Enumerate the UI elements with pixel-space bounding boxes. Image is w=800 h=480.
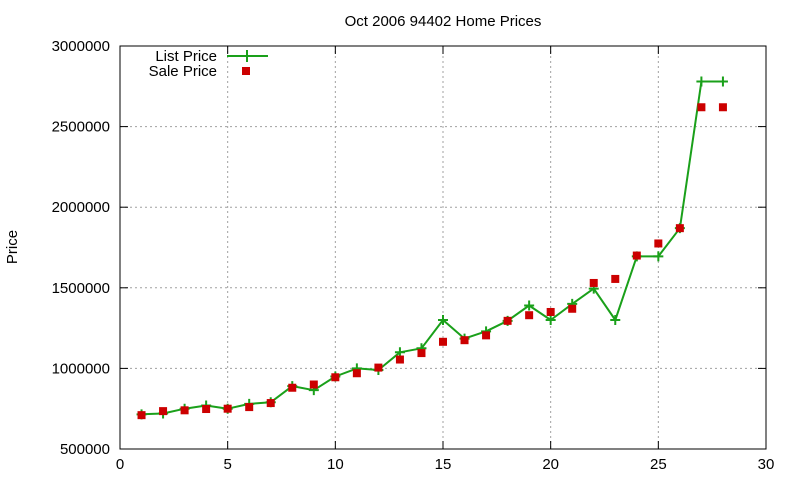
list-price-point — [524, 300, 535, 311]
sale-price-point — [266, 399, 275, 408]
x-tick-label: 30 — [758, 456, 775, 473]
sale-price-point — [589, 278, 598, 287]
y-tick-label: 1000000 — [52, 360, 110, 377]
sale-price-point — [245, 403, 254, 412]
legend-label-sale-price: Sale Price — [149, 63, 217, 80]
sale-price-point — [718, 103, 727, 112]
sale-price-point — [525, 311, 534, 320]
legend-label-list-price: List Price — [155, 48, 217, 65]
sale-price-point — [309, 380, 318, 389]
sale-price-point — [632, 251, 641, 260]
data-series — [136, 76, 728, 420]
legend-plus-marker-list-price — [241, 50, 253, 62]
y-tick-label: 1500000 — [52, 280, 110, 297]
y-tick-label: 3000000 — [52, 38, 110, 55]
sale-price-point — [697, 103, 706, 112]
sale-price-point — [503, 316, 512, 325]
list-price-point — [696, 76, 707, 87]
sale-price-point — [546, 307, 555, 316]
sale-price-point — [137, 411, 146, 420]
sale-price-point — [159, 407, 168, 416]
x-tick-label: 10 — [327, 456, 344, 473]
list-price-point — [438, 315, 448, 326]
x-tick-label: 0 — [116, 456, 124, 473]
sale-price-point — [352, 369, 361, 378]
list-price-point — [545, 315, 556, 326]
list-price-point — [653, 251, 664, 262]
sale-price-point — [482, 331, 491, 340]
x-tick-label: 5 — [223, 456, 231, 473]
sale-price-point — [180, 406, 189, 415]
sale-price-point — [568, 304, 577, 313]
sale-price-point — [439, 337, 447, 346]
x-tick-label: 15 — [435, 456, 452, 473]
sale-price-point — [374, 363, 383, 372]
sale-price-point — [417, 349, 426, 358]
x-tick-label: 20 — [542, 456, 559, 473]
series-sale-price — [137, 103, 727, 420]
list-price-point — [717, 76, 728, 87]
legend: List Price Sale Price — [149, 48, 268, 80]
y-tick-label: 500000 — [60, 441, 110, 458]
list-price-line — [141, 80, 723, 416]
legend-square-marker-sale-price — [242, 67, 250, 75]
sale-price-point — [611, 274, 620, 283]
x-tick-label: 25 — [650, 456, 667, 473]
sale-price-point — [654, 239, 663, 248]
sale-price-point — [460, 336, 469, 345]
sale-price-point — [223, 404, 232, 413]
y-axis-title: Price — [4, 230, 21, 264]
grid-lines — [120, 46, 766, 449]
list-price-point — [610, 315, 621, 326]
y-tick-label: 2500000 — [52, 119, 110, 136]
sale-price-point — [675, 224, 684, 233]
chart-title: Oct 2006 94402 Home Prices — [345, 13, 542, 30]
sale-price-point — [288, 383, 297, 392]
sale-price-point — [395, 355, 404, 364]
sale-price-point — [331, 373, 340, 382]
y-tick-label: 2000000 — [52, 199, 110, 216]
sale-price-point — [202, 405, 211, 414]
axis-ticks: 0 5 10 15 20 25 30 500000 1000000 1500000 2000000 2… — [52, 38, 775, 473]
